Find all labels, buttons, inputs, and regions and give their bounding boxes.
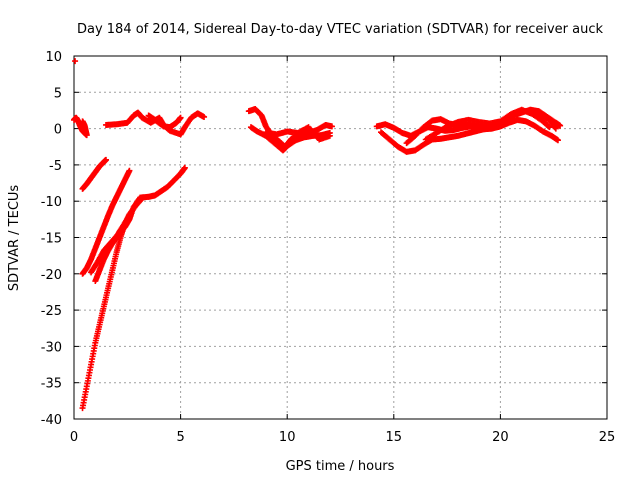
y-axis-title: SDTVAR / TECUs	[7, 185, 22, 292]
data-point	[326, 132, 333, 139]
axis-ticks: 0 5 10 15 20 25 10 5 0 -5 -10 -15 -20 -25 -30 -35 -40	[41, 50, 616, 445]
x-tick-label: 0	[70, 430, 78, 445]
data-point	[554, 137, 561, 144]
y-tick-label: -15	[41, 232, 62, 247]
series-arc-midday-c	[262, 124, 333, 143]
data-point	[126, 167, 133, 174]
data-point	[546, 124, 553, 131]
series-arc-midday-b	[247, 124, 333, 154]
data-point	[181, 164, 188, 171]
x-tick-label: 20	[492, 430, 509, 445]
data-point	[72, 58, 79, 65]
x-tick-label: 10	[279, 430, 296, 445]
x-axis-title: GPS time / hours	[286, 459, 395, 474]
series-arc-evening-d	[422, 106, 553, 143]
data-point	[552, 125, 559, 132]
series-drop-c	[79, 195, 146, 412]
y-tick-label: -40	[41, 413, 62, 428]
data-point	[126, 212, 133, 219]
data-point	[328, 123, 335, 130]
series-arc-morning-b	[145, 112, 184, 131]
series-drop-b	[79, 167, 133, 277]
series-drop-e	[88, 212, 133, 276]
x-tick-label: 25	[599, 430, 616, 445]
x-tick-label: 5	[176, 430, 184, 445]
data-point	[177, 114, 184, 121]
y-tick-label: -35	[41, 377, 62, 392]
series-drop-a	[79, 156, 109, 192]
y-tick-label: -5	[49, 159, 62, 174]
series-isolated-point	[72, 58, 79, 65]
y-tick-label: -10	[41, 195, 62, 210]
y-tick-label: -20	[41, 268, 62, 283]
chart-title: Day 184 of 2014, Sidereal Day-to-day VTE…	[77, 22, 603, 37]
x-tick-label: 15	[386, 430, 403, 445]
series-arc-evening-b	[378, 116, 561, 155]
grid-lines	[74, 56, 607, 419]
data-point	[557, 122, 564, 129]
series-arc-early-right	[71, 114, 90, 139]
data-point	[201, 113, 208, 120]
y-tick-label: -25	[41, 304, 62, 319]
data-point	[102, 156, 109, 163]
series-arc-morning	[102, 109, 208, 138]
y-tick-label: 10	[45, 50, 62, 65]
data-points	[71, 58, 564, 412]
y-tick-label: -30	[41, 340, 62, 355]
y-tick-label: 5	[54, 86, 62, 101]
y-tick-label: 0	[54, 123, 62, 138]
data-point	[79, 118, 86, 125]
